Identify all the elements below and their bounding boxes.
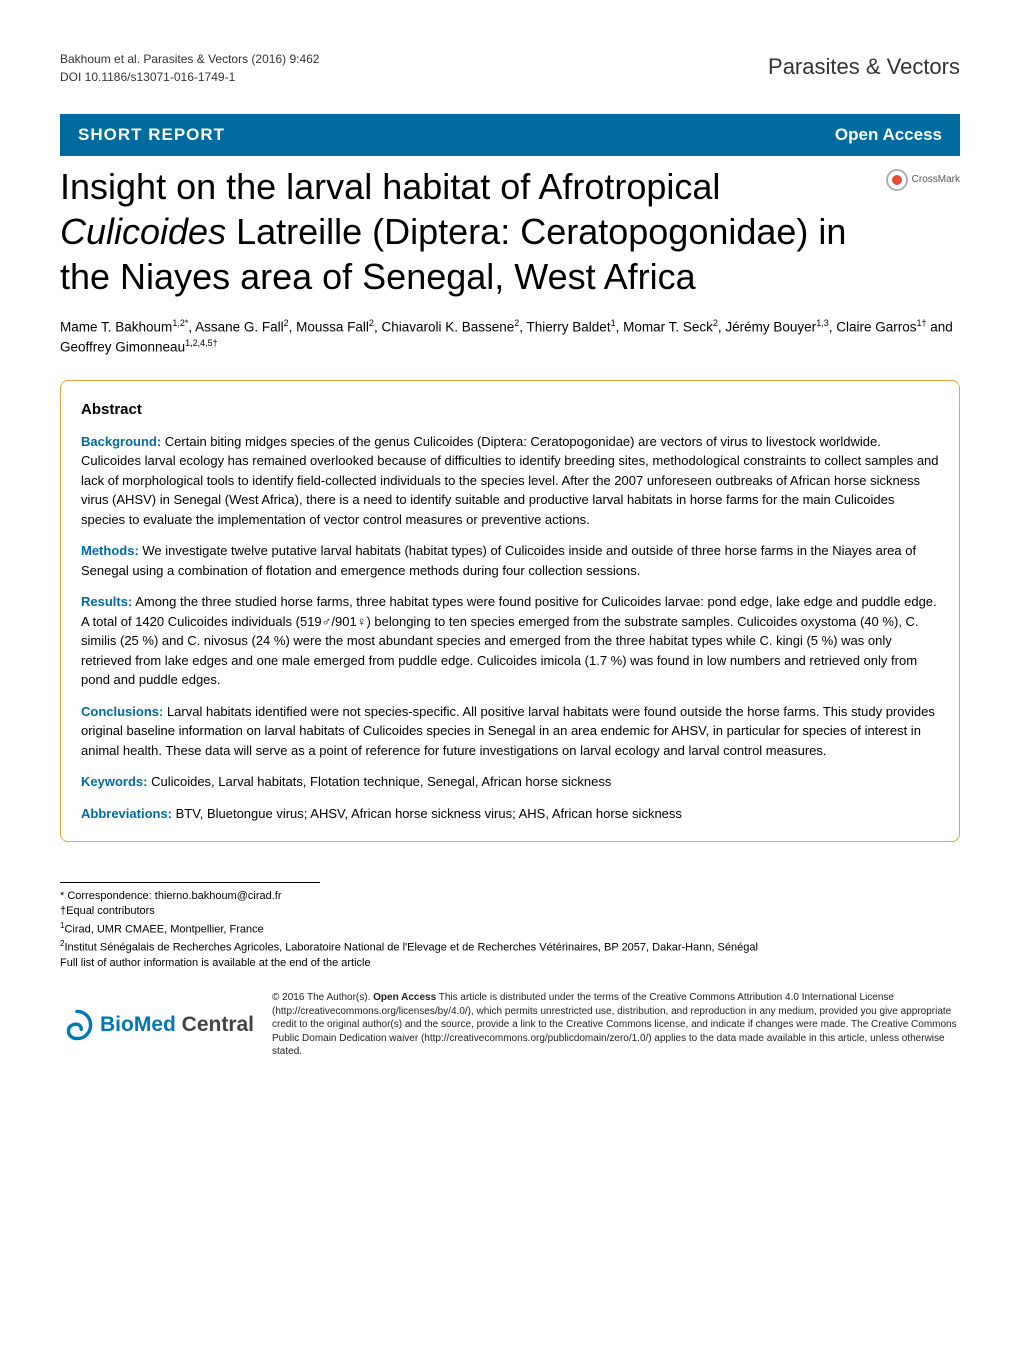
publisher-name: BioMed Central — [100, 1009, 254, 1041]
abstract-conclusions: Conclusions: Larval habitats identified … — [81, 702, 939, 761]
abstract-heading: Abstract — [81, 399, 939, 422]
abstract-background: Background: Certain biting midges specie… — [81, 432, 939, 530]
open-access-label: Open Access — [835, 122, 942, 148]
affiliation-1: 1Cirad, UMR CMAEE, Montpellier, France — [60, 920, 960, 938]
crossmark-icon — [886, 169, 908, 191]
affiliation-2: 2Institut Sénégalais de Recherches Agric… — [60, 938, 960, 956]
journal-name: Parasites & Vectors — [768, 50, 960, 83]
crossmark-label: CrossMark — [912, 172, 960, 187]
footnote-separator — [60, 882, 320, 883]
page-header: Bakhoum et al. Parasites & Vectors (2016… — [60, 50, 960, 86]
correspondence: * Correspondence: thierno.bakhoum@cirad.… — [60, 889, 960, 904]
abstract-keywords: Keywords: Culicoides, Larval habitats, F… — [81, 772, 939, 792]
article-type: SHORT REPORT — [78, 122, 225, 148]
abstract-box: Abstract Background: Certain biting midg… — [60, 380, 960, 842]
author-list: Mame T. Bakhoum1,2*, Assane G. Fall2, Mo… — [60, 317, 960, 359]
citation-block: Bakhoum et al. Parasites & Vectors (2016… — [60, 50, 319, 86]
abstract-abbreviations: Abbreviations: BTV, Bluetongue virus; AH… — [81, 804, 939, 824]
citation: Bakhoum et al. Parasites & Vectors (2016… — [60, 50, 319, 68]
abstract-methods: Methods: We investigate twelve putative … — [81, 541, 939, 580]
abstract-results: Results: Among the three studied horse f… — [81, 592, 939, 690]
article-type-banner: SHORT REPORT Open Access — [60, 114, 960, 156]
full-author-info: Full list of author information is avail… — [60, 956, 960, 971]
footnotes: * Correspondence: thierno.bakhoum@cirad.… — [60, 889, 960, 971]
article-title: Insight on the larval habitat of Afrotro… — [60, 164, 876, 299]
license-text: © 2016 The Author(s). Open Access This a… — [272, 991, 960, 1059]
crossmark-badge[interactable]: CrossMark — [886, 169, 960, 191]
license-row: BioMed Central © 2016 The Author(s). Ope… — [60, 991, 960, 1059]
publisher-logo: BioMed Central — [60, 1008, 254, 1042]
biomed-central-icon — [60, 1008, 94, 1042]
doi: DOI 10.1186/s13071-016-1749-1 — [60, 68, 319, 86]
equal-contributors: †Equal contributors — [60, 904, 960, 919]
